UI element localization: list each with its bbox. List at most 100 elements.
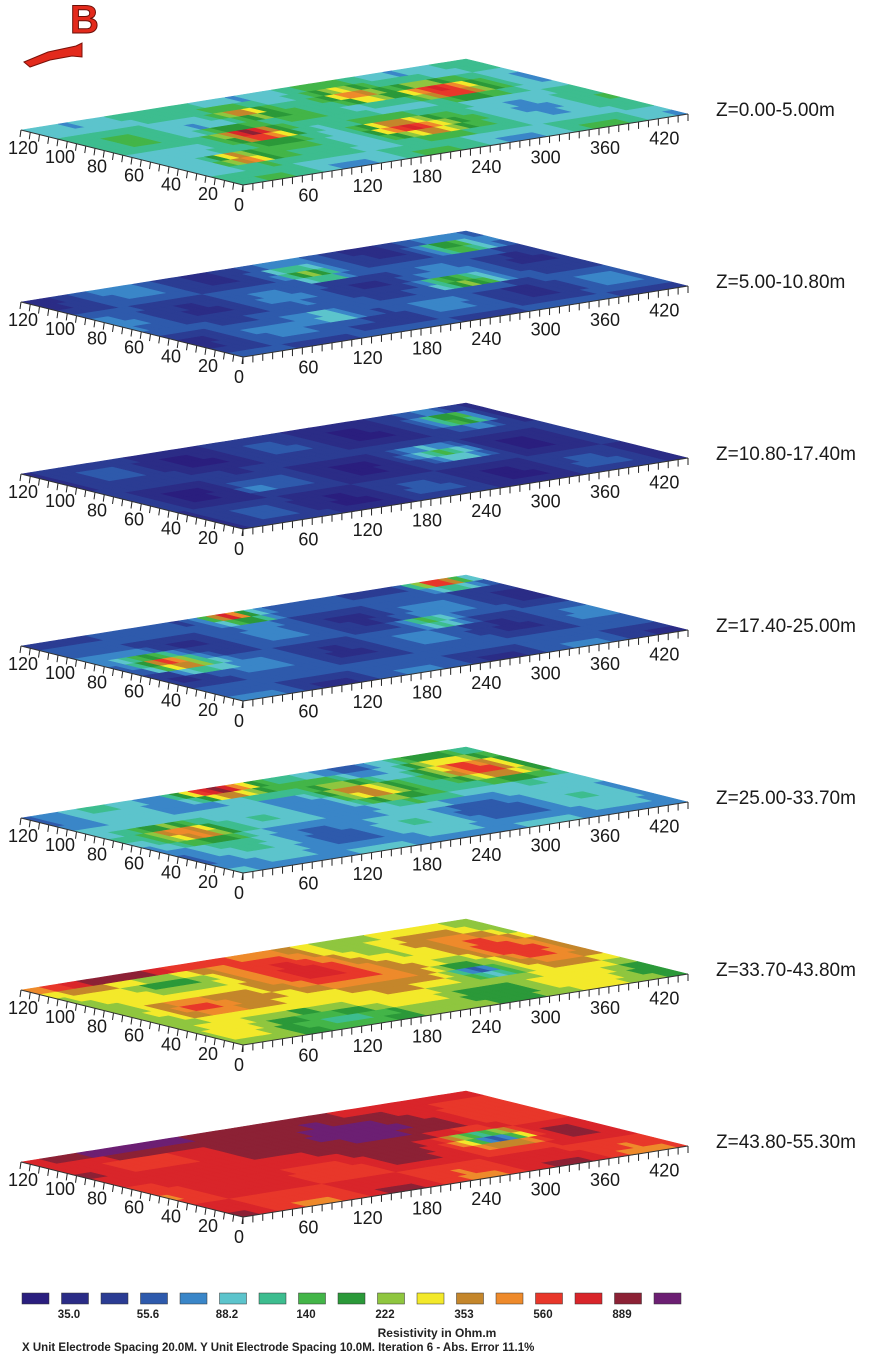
y-tick-mark — [85, 662, 86, 669]
x-tick-label: 180 — [412, 683, 442, 703]
y-tick-label: 100 — [45, 1007, 75, 1027]
y-tick-mark — [57, 139, 58, 146]
y-tick-mark — [168, 1027, 169, 1034]
y-tick-mark — [113, 153, 114, 160]
x-tick-label: 60 — [298, 1218, 318, 1238]
y-tick-mark — [131, 330, 132, 337]
y-tick-mark — [113, 841, 114, 848]
y-tick-mark — [85, 1178, 86, 1185]
x-tick-label: 120 — [353, 864, 383, 884]
y-tick-mark — [48, 825, 49, 832]
x-tick-label: 420 — [649, 473, 679, 493]
y-tick-mark — [205, 692, 206, 699]
x-tick-label: 300 — [531, 492, 561, 512]
y-tick-mark — [131, 1190, 132, 1197]
x-tick-label: 300 — [531, 836, 561, 856]
x-tick-label: 120 — [353, 176, 383, 196]
y-tick-mark — [205, 1036, 206, 1043]
y-tick-label: 120 — [8, 310, 38, 330]
x-tick-label: 0 — [234, 195, 244, 215]
y-tick-mark — [150, 334, 151, 341]
y-tick-label: 40 — [161, 863, 181, 883]
x-tick-label: 420 — [649, 989, 679, 1009]
y-tick-mark — [233, 355, 234, 362]
y-tick-mark — [168, 855, 169, 862]
y-tick-mark — [159, 852, 160, 859]
y-tick-mark — [196, 346, 197, 353]
y-tick-label: 100 — [45, 663, 75, 683]
y-tick-mark — [20, 990, 21, 997]
y-tick-label: 120 — [8, 138, 38, 158]
y-tick-mark — [205, 520, 206, 527]
y-tick-mark — [57, 655, 58, 662]
x-tick-label: 60 — [298, 358, 318, 378]
y-tick-label: 60 — [124, 1026, 144, 1046]
y-tick-mark — [150, 678, 151, 685]
y-tick-mark — [39, 307, 40, 314]
y-tick-mark — [131, 158, 132, 165]
y-tick-mark — [159, 164, 160, 171]
x-tick-label: 240 — [471, 673, 501, 693]
x-tick-label: 420 — [649, 129, 679, 149]
x-tick-label: 60 — [298, 1046, 318, 1066]
y-tick-mark — [168, 1199, 169, 1206]
x-tick-label: 300 — [531, 1008, 561, 1028]
y-tick-mark — [187, 171, 188, 178]
y-tick-mark — [122, 155, 123, 162]
x-tick-label: 420 — [649, 1161, 679, 1181]
direction-arrow-icon — [24, 43, 82, 67]
y-tick-mark — [168, 339, 169, 346]
y-tick-label: 120 — [8, 998, 38, 1018]
x-tick-label: 60 — [298, 702, 318, 722]
y-tick-label: 60 — [124, 1198, 144, 1218]
y-tick-mark — [57, 483, 58, 490]
y-tick-mark — [187, 1031, 188, 1038]
y-tick-mark — [159, 336, 160, 343]
y-tick-mark — [122, 327, 123, 334]
y-tick-label: 100 — [45, 1179, 75, 1199]
x-tick-label: 180 — [412, 167, 442, 187]
y-tick-mark — [94, 1008, 95, 1015]
y-tick-mark — [224, 696, 225, 703]
y-tick-mark — [113, 497, 114, 504]
y-tick-mark — [224, 180, 225, 187]
y-tick-label: 20 — [198, 356, 218, 376]
y-tick-label: 20 — [198, 700, 218, 720]
y-tick-mark — [57, 311, 58, 318]
y-tick-mark — [150, 850, 151, 857]
y-tick-mark — [122, 499, 123, 506]
x-tick-label: 60 — [298, 186, 318, 206]
y-tick-mark — [196, 690, 197, 697]
y-tick-mark — [187, 1203, 188, 1210]
y-tick-mark — [48, 309, 49, 316]
y-tick-mark — [48, 1169, 49, 1176]
y-tick-label: 80 — [87, 156, 107, 176]
y-tick-mark — [76, 1004, 77, 1011]
x-tick-label: 0 — [234, 711, 244, 731]
y-tick-mark — [20, 302, 21, 309]
y-tick-mark — [196, 1206, 197, 1213]
x-tick-label: 180 — [412, 855, 442, 875]
y-tick-mark — [150, 1022, 151, 1029]
y-tick-mark — [94, 836, 95, 843]
y-tick-label: 20 — [198, 184, 218, 204]
y-tick-label: 120 — [8, 482, 38, 502]
y-tick-label: 40 — [161, 1207, 181, 1227]
y-tick-mark — [85, 146, 86, 153]
x-tick-label: 240 — [471, 157, 501, 177]
x-tick-label: 300 — [531, 664, 561, 684]
y-tick-mark — [205, 864, 206, 871]
y-tick-mark — [20, 474, 21, 481]
x-tick-label: 120 — [353, 520, 383, 540]
y-tick-label: 20 — [198, 528, 218, 548]
y-tick-mark — [168, 167, 169, 174]
y-tick-label: 80 — [87, 672, 107, 692]
y-tick-mark — [205, 348, 206, 355]
x-tick-label: 300 — [531, 320, 561, 340]
y-tick-mark — [224, 1212, 225, 1219]
y-tick-mark — [187, 859, 188, 866]
y-tick-mark — [76, 144, 77, 151]
y-tick-label: 40 — [161, 1035, 181, 1055]
